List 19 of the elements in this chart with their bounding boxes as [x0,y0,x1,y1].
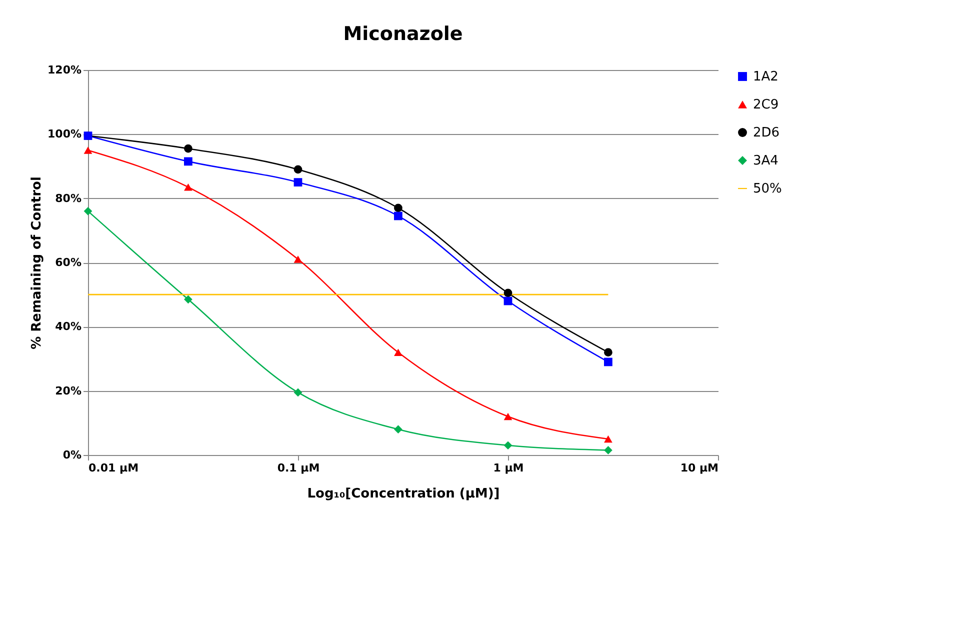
x-axis-title: Log₁₀[Concentration (µM)] [307,486,500,502]
y-tick-label: 0% [62,448,82,462]
legend-label: 1A2 [753,70,778,84]
y-tick-label: 80% [55,192,82,205]
legend-label: 2D6 [753,126,780,140]
x-tick-label: 10 µM [680,462,718,474]
legend-label: 2C9 [753,98,779,112]
y-tick-label: 20% [55,384,82,398]
x-tick-label: 0.01 µM [88,462,139,474]
y-axis-title: % Remaining of Control [30,176,45,350]
y-tick-label: 120% [48,64,82,76]
x-tick-label: 1 µM [493,462,524,474]
chart-title: Miconazole [343,23,463,45]
y-tick-label: 100% [48,128,82,141]
y-tick-label: 60% [55,256,82,269]
x-tick-label: 0.1 µM [277,462,320,474]
legend-label: 50% [753,182,782,196]
y-tick-label: 40% [55,320,82,334]
legend-label: 3A4 [753,154,778,168]
